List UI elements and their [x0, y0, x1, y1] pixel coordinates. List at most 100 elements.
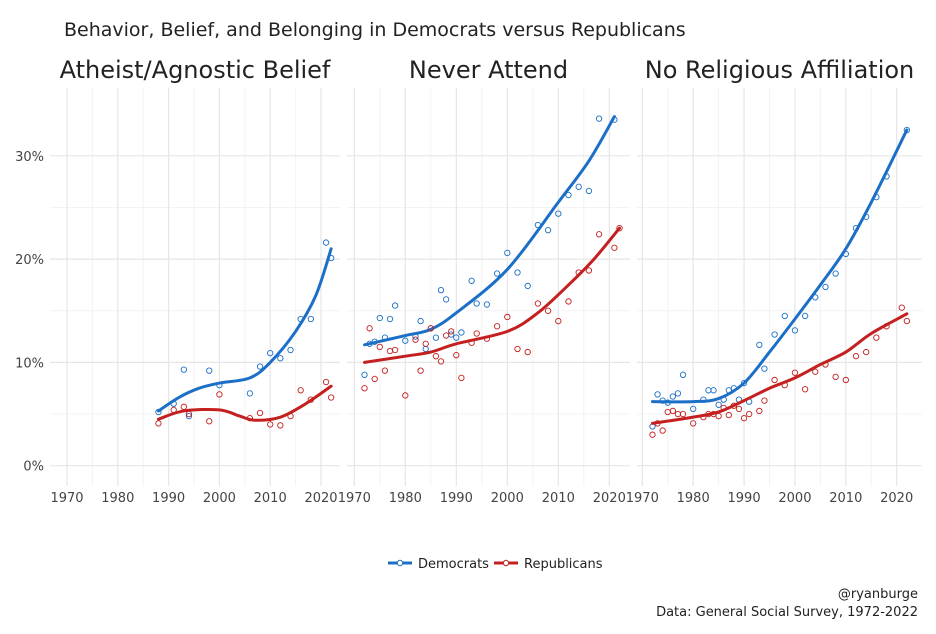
data-point-republicans — [898, 304, 905, 311]
data-point-republicans — [690, 420, 697, 427]
x-tick-label: 2020 — [304, 491, 337, 506]
data-point-republicans — [745, 410, 753, 418]
data-point-democrats — [595, 115, 603, 122]
caption-source: Data: General Social Survey, 1972-2022 — [656, 605, 918, 620]
data-point-democrats — [432, 334, 440, 341]
x-tick-label: 2020 — [880, 491, 913, 506]
data-point-republicans — [180, 403, 187, 410]
legend-key-point — [502, 559, 510, 567]
data-point-republicans — [616, 224, 623, 232]
data-point-republicans — [863, 348, 870, 356]
data-point-democrats — [361, 371, 368, 378]
x-tick-label: 2000 — [491, 491, 524, 506]
caption-author: @ryanburge — [838, 587, 918, 602]
data-point-democrats — [493, 270, 501, 277]
data-point-republicans — [427, 325, 434, 332]
data-point-republicans — [832, 373, 839, 381]
legend-label: Republicans — [524, 557, 603, 572]
data-point-democrats — [437, 286, 445, 294]
x-tick-label: 1980 — [101, 491, 134, 506]
data-point-democrats — [705, 387, 712, 394]
data-point-republicans — [611, 244, 618, 251]
data-point-republicans — [322, 378, 330, 386]
data-point-republicans — [297, 387, 304, 394]
legend-label: Democrats — [418, 557, 489, 572]
data-point-democrats — [307, 315, 314, 323]
data-point-republicans — [493, 323, 501, 330]
data-point-republicans — [361, 385, 368, 392]
data-point-republicans — [524, 348, 531, 356]
data-point-democrats — [206, 367, 213, 374]
y-tick-label: 0% — [23, 460, 44, 475]
data-point-democrats — [287, 346, 294, 354]
data-point-republicans — [155, 420, 162, 427]
data-point-republicans — [534, 300, 542, 307]
data-point-democrats — [483, 301, 491, 308]
x-tick-label: 2020 — [593, 491, 626, 506]
legend-key-point — [396, 559, 404, 567]
data-point-republicans — [206, 418, 213, 425]
data-point-democrats — [781, 312, 788, 320]
data-point-republicans — [412, 336, 419, 343]
data-point-democrats — [669, 393, 676, 400]
x-tick-label: 1990 — [728, 491, 761, 506]
data-point-republicans — [565, 298, 572, 305]
data-point-republicans — [458, 374, 465, 382]
data-point-republicans — [725, 411, 732, 419]
x-tick-label: 1990 — [440, 491, 473, 506]
data-point-republicans — [903, 317, 911, 325]
data-point-republicans — [585, 267, 593, 274]
x-tick-label: 1980 — [389, 491, 422, 506]
data-point-republicans — [669, 407, 676, 415]
trend-line-republicans — [650, 312, 909, 425]
data-point-democrats — [504, 249, 511, 257]
data-point-democrats — [585, 187, 593, 195]
data-point-republicans — [386, 347, 394, 355]
data-point-republicans — [812, 368, 819, 375]
data-point-democrats — [386, 315, 394, 323]
data-point-democrats — [376, 314, 383, 322]
data-point-democrats — [180, 366, 187, 373]
trend-line-republicans — [156, 384, 333, 422]
data-point-republicans — [756, 407, 763, 415]
panel-3: No Religious Affiliation 1970 1980 1990 2000… — [626, 56, 922, 506]
data-point-democrats — [756, 341, 763, 348]
panel-title: No Religious Affiliation — [645, 56, 915, 84]
data-point-democrats — [801, 312, 809, 320]
data-point-democrats — [391, 302, 399, 309]
data-point-republicans — [381, 367, 389, 374]
x-tick-label: 1970 — [338, 491, 371, 506]
data-point-republicans — [544, 307, 552, 314]
data-point-democrats — [453, 334, 460, 341]
data-point-democrats — [442, 296, 450, 303]
data-point-democrats — [555, 210, 562, 217]
data-point-republicans — [267, 421, 274, 428]
panel-title: Never Attend — [409, 56, 568, 84]
data-point-republicans — [649, 431, 656, 438]
data-point-democrats — [185, 412, 193, 420]
data-point-republicans — [422, 340, 429, 347]
data-point-republicans — [735, 405, 743, 413]
x-tick-label: 2000 — [203, 491, 236, 506]
data-point-republicans — [852, 353, 860, 360]
data-point-democrats — [740, 379, 748, 387]
data-point-republicans — [366, 325, 373, 332]
data-point-democrats — [417, 317, 424, 325]
panel-title: Atheist/Agnostic Belief — [60, 56, 331, 84]
data-point-republicans — [376, 343, 383, 351]
data-point-democrats — [771, 331, 778, 338]
x-tick-label: 1970 — [626, 491, 659, 506]
data-point-democrats — [822, 283, 829, 291]
data-point-republicans — [514, 345, 521, 353]
data-point-democrats — [544, 227, 552, 234]
data-point-republicans — [842, 376, 849, 384]
data-point-republicans — [371, 375, 378, 383]
data-point-democrats — [679, 371, 687, 378]
data-point-democrats — [565, 191, 572, 199]
data-point-democrats — [514, 269, 521, 276]
data-point-democrats — [422, 345, 429, 353]
x-tick-label: 2000 — [778, 491, 811, 506]
data-point-republicans — [679, 410, 687, 418]
panel-2: Never Attend 1970 1980 1990 2000 2010 2020 — [338, 56, 630, 506]
data-point-republicans — [328, 394, 335, 401]
